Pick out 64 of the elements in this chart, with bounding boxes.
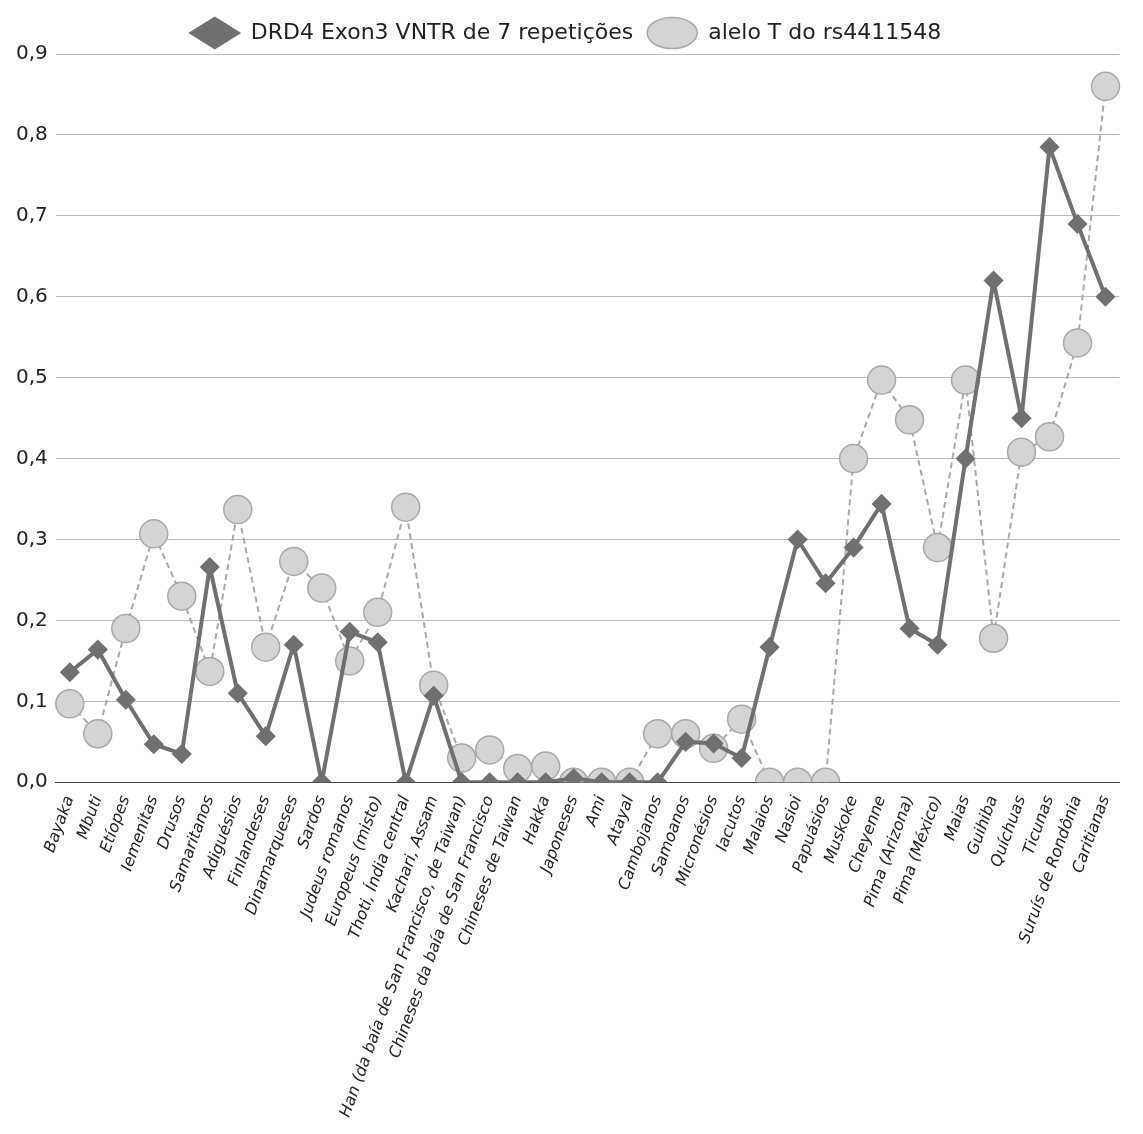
legend-label: alelo T do rs4411548 [708,18,942,44]
point [116,690,136,710]
point [838,443,869,474]
point [144,734,164,755]
y-tick-label: 0,1 [15,687,48,712]
point [83,718,113,749]
y-tick-label: 0,2 [15,606,48,631]
point [1067,214,1088,234]
point [759,637,780,657]
legend-label: DRD4 Exon3 VNTR de 7 repetições [250,18,634,44]
point [172,744,192,764]
point [983,270,1004,291]
point [362,597,393,628]
point [1034,422,1065,452]
point [167,581,197,611]
point [787,529,808,550]
point [367,632,388,653]
y-tick-label: 0,9 [15,40,48,65]
point [1095,287,1116,307]
point [950,365,981,395]
point [195,656,225,687]
y-tick-label: 0,6 [15,282,48,307]
point [390,492,421,522]
point [1062,328,1093,358]
point [871,494,892,514]
point [866,365,897,395]
point [1039,137,1060,157]
point [955,448,976,469]
y-tick-label: 0,5 [15,363,48,388]
point [256,726,276,746]
point [200,557,220,577]
point [306,573,337,603]
point [927,634,948,655]
point [1011,408,1032,428]
point [423,685,444,706]
point [530,751,561,781]
point [139,519,169,549]
point [642,718,673,749]
point [815,573,836,593]
point [731,748,752,768]
point [111,613,141,644]
point [843,537,864,558]
point [978,623,1009,653]
point [474,735,505,765]
point [922,532,953,563]
point [283,634,304,655]
y-tick-label: 0,8 [15,121,48,146]
point [60,662,80,682]
x-tick-label: Ami [580,792,610,830]
point [339,622,360,642]
y-tick-label: 0,3 [15,525,48,550]
point [251,632,281,662]
point [228,683,248,704]
point [278,546,309,577]
point [1006,437,1037,467]
y-tick-label: 0,4 [15,444,48,469]
point [894,405,925,435]
point [88,639,108,660]
point [55,689,85,719]
y-tick-label: 0,0 [15,768,48,793]
y-tick-label: 0,7 [15,202,48,227]
point [223,494,253,525]
point [1090,71,1121,102]
point [899,618,920,639]
